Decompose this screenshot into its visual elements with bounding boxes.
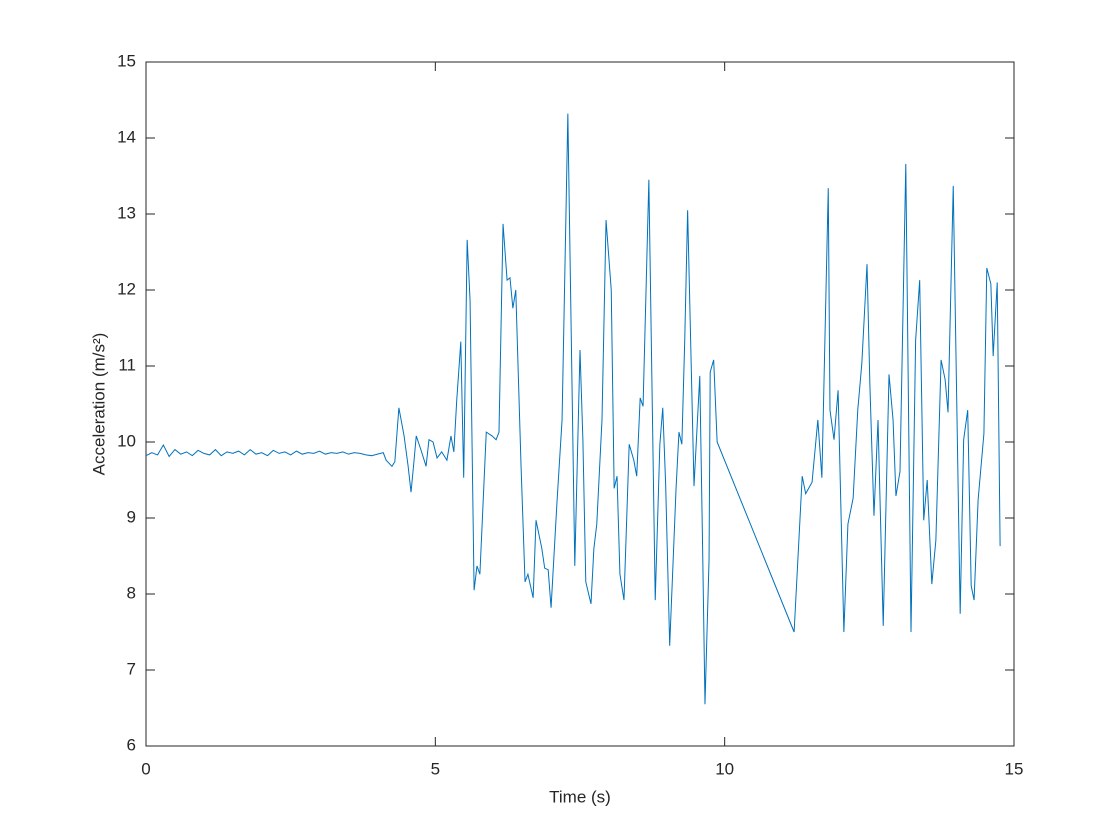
y-tick-label: 6 xyxy=(127,735,136,754)
y-tick-label: 15 xyxy=(117,51,136,70)
x-tick-label: 15 xyxy=(1005,759,1024,778)
x-axis-label: Time (s) xyxy=(549,787,611,806)
y-tick-label: 14 xyxy=(117,127,136,146)
y-tick-label: 13 xyxy=(117,203,136,222)
plot-frame xyxy=(145,61,1015,747)
y-tick-label: 8 xyxy=(127,583,136,602)
data-line xyxy=(145,113,1001,705)
y-tick-label: 10 xyxy=(117,431,136,450)
x-tick-label: 5 xyxy=(431,759,440,778)
x-tick-label: 0 xyxy=(141,759,150,778)
y-tick-label: 7 xyxy=(127,659,136,678)
y-tick-label: 9 xyxy=(127,507,136,526)
y-tick-label: 12 xyxy=(117,279,136,298)
y-tick-label: 11 xyxy=(118,355,136,374)
x-tick-label: 10 xyxy=(715,759,734,778)
y-axis-label: Acceleration (m/s²) xyxy=(89,333,108,476)
